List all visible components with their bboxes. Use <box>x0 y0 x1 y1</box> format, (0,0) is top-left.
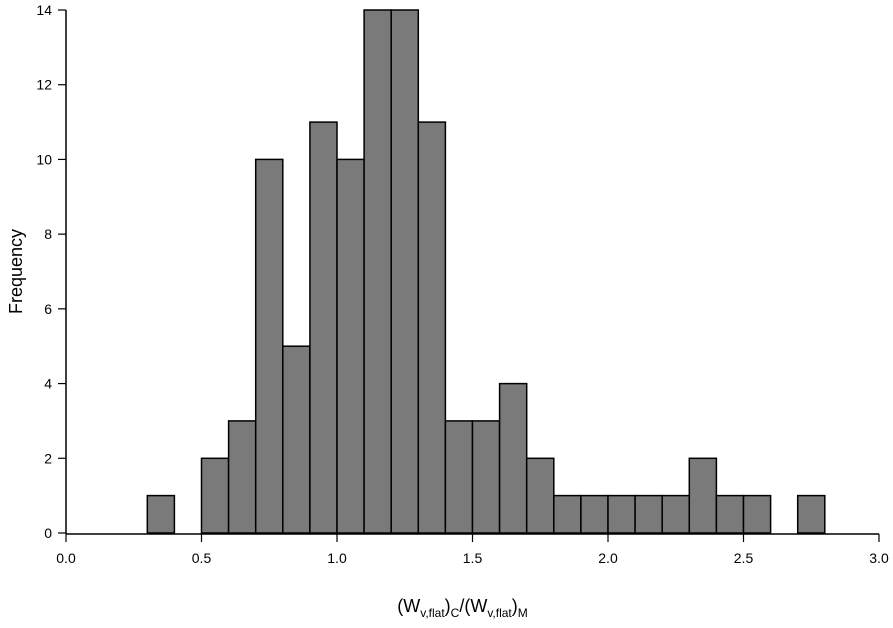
histogram-bar <box>146 494 176 534</box>
histogram-bar <box>688 457 718 534</box>
y-tick-label: 12 <box>36 77 52 93</box>
histogram-bar <box>444 420 474 534</box>
x-tick-label: 2.0 <box>598 550 618 566</box>
x-ticks-group: 0.0 0.5 1.0 1.5 2.0 2.5 3.0 <box>56 534 889 566</box>
histogram-bar <box>282 345 311 534</box>
y-axis-title: Frequency <box>6 229 26 314</box>
histogram-bar <box>417 121 447 534</box>
y-ticks-group: 0 2 4 6 8 10 12 14 <box>36 2 66 541</box>
y-tick-label: 6 <box>44 301 52 317</box>
x-tick-label: 2.5 <box>734 550 754 566</box>
x-axis-title-part: ) <box>512 596 518 616</box>
x-axis-title-sub: C <box>451 606 460 620</box>
x-tick-label: 1.0 <box>327 550 347 566</box>
y-tick-label: 2 <box>44 450 52 466</box>
x-axis-title-part: /(W <box>459 596 487 616</box>
x-tick-label: 3.0 <box>869 550 889 566</box>
histogram-bar <box>200 457 230 534</box>
histogram-bar <box>742 494 772 534</box>
x-axis-title-sub: v,flat <box>487 606 512 620</box>
y-tick-label: 10 <box>36 151 52 167</box>
histogram-bar <box>227 420 257 534</box>
y-tick-label: 4 <box>44 376 52 392</box>
histogram-bar <box>796 494 826 534</box>
histogram-bar <box>309 121 338 534</box>
x-axis-title-part: ) <box>445 596 451 616</box>
histogram-bar <box>254 158 284 534</box>
x-axis-title-part: (W <box>397 596 420 616</box>
y-tick-label: 0 <box>44 525 52 541</box>
y-tick-label: 14 <box>36 2 52 18</box>
histogram-bar <box>498 382 528 534</box>
x-axis-title-sub: M <box>518 606 528 620</box>
x-tick-label: 0.0 <box>56 550 76 566</box>
histogram-bar <box>607 494 636 534</box>
histogram-bar <box>580 494 609 534</box>
histogram-bar <box>390 9 420 534</box>
histogram-bar <box>661 494 691 534</box>
bars-group <box>146 9 826 534</box>
x-axis-title: (Wv,flat)C/(Wv,flat)M <box>397 596 528 620</box>
histogram-bar <box>715 494 745 534</box>
histogram-bar <box>336 158 365 534</box>
histogram-bar <box>634 494 663 534</box>
x-tick-label: 1.5 <box>463 550 483 566</box>
y-tick-label: 8 <box>44 226 52 242</box>
x-axis-title-sub: v,flat <box>420 606 445 620</box>
histogram-bar <box>525 457 555 534</box>
histogram-bar <box>363 9 392 534</box>
x-tick-label: 0.5 <box>192 550 212 566</box>
histogram-bar <box>471 420 501 534</box>
histogram-bar <box>553 494 582 534</box>
